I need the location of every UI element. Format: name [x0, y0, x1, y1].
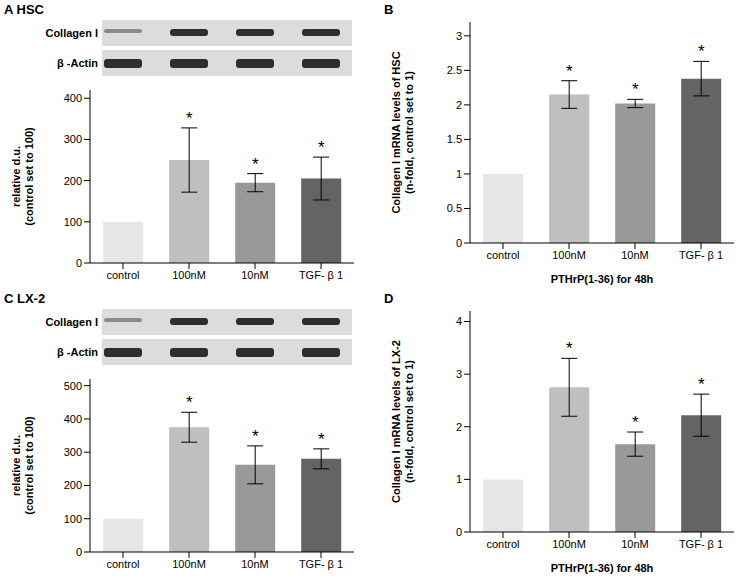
svg-text:*: * [252, 155, 259, 174]
svg-text:300: 300 [64, 133, 82, 145]
svg-text:3: 3 [456, 30, 462, 42]
svg-text:*: * [186, 393, 193, 412]
svg-text:500: 500 [64, 380, 82, 392]
svg-text:2: 2 [456, 421, 462, 433]
svg-text:10nM: 10nM [621, 538, 649, 550]
svg-text:1.5: 1.5 [447, 133, 462, 145]
svg-text:3: 3 [456, 368, 462, 380]
svg-text:Collagen I mRNA levels of HSC(: Collagen I mRNA levels of HSC(n-fold, co… [390, 51, 415, 213]
svg-text:relative d.u.(control set to 1: relative d.u.(control set to 100) [10, 416, 35, 515]
svg-text:100: 100 [64, 513, 82, 525]
svg-text:1: 1 [456, 168, 462, 180]
html-text:D: D [384, 291, 394, 306]
svg-text:TGF- β 1: TGF- β 1 [679, 538, 723, 550]
svg-text:100nM: 100nM [172, 269, 206, 281]
svg-text:*: * [318, 430, 325, 449]
svg-text:control: control [486, 249, 519, 261]
html-text:A HSC: A HSC [4, 2, 44, 17]
svg-text:100: 100 [64, 216, 82, 228]
svg-text:control: control [106, 269, 139, 281]
svg-text:control: control [486, 538, 519, 550]
svg-text:TGF- β 1: TGF- β 1 [299, 558, 343, 570]
svg-text:100nM: 100nM [552, 249, 586, 261]
html-text:B: B [384, 2, 394, 17]
svg-text:0: 0 [456, 237, 462, 249]
html-text:C LX-2: C LX-2 [4, 291, 46, 306]
svg-text:400: 400 [64, 92, 82, 104]
svg-text:PTHrP(1-36) for 48h: PTHrP(1-36) for 48h [551, 562, 654, 574]
svg-text:4: 4 [456, 315, 462, 327]
svg-text:10nM: 10nM [241, 558, 269, 570]
svg-text:*: * [698, 42, 705, 61]
svg-text:2.5: 2.5 [447, 64, 462, 76]
svg-text:100nM: 100nM [172, 558, 206, 570]
svg-text:10nM: 10nM [241, 269, 269, 281]
svg-text:relative d.u.(control set to 1: relative d.u.(control set to 100) [10, 127, 35, 226]
svg-text:*: * [252, 427, 259, 446]
svg-text:300: 300 [64, 446, 82, 458]
svg-text:*: * [632, 80, 639, 99]
svg-text:400: 400 [64, 413, 82, 425]
svg-text:*: * [566, 339, 573, 358]
svg-text:0: 0 [76, 257, 82, 269]
svg-text:TGF- β 1: TGF- β 1 [679, 249, 723, 261]
svg-text:β -Actin: β -Actin [57, 57, 98, 69]
svg-text:PTHrP(1-36) for 48h: PTHrP(1-36) for 48h [551, 273, 654, 285]
svg-text:*: * [632, 413, 639, 432]
svg-text:*: * [318, 138, 325, 157]
svg-text:control: control [106, 558, 139, 570]
svg-text:2: 2 [456, 99, 462, 111]
svg-text:*: * [698, 375, 705, 394]
svg-text:*: * [186, 109, 193, 128]
svg-text:Collagen I: Collagen I [45, 27, 98, 39]
svg-text:0: 0 [76, 546, 82, 558]
svg-text:β -Actin: β -Actin [57, 346, 98, 358]
svg-text:*: * [566, 62, 573, 81]
svg-text:100nM: 100nM [552, 538, 586, 550]
svg-text:0: 0 [456, 526, 462, 538]
svg-text:Collagen I: Collagen I [45, 316, 98, 328]
svg-text:200: 200 [64, 479, 82, 491]
svg-text:10nM: 10nM [621, 249, 649, 261]
svg-text:200: 200 [64, 175, 82, 187]
svg-text:TGF- β 1: TGF- β 1 [299, 269, 343, 281]
svg-text:1: 1 [456, 473, 462, 485]
svg-text:Collagen I mRNA levels of LX-2: Collagen I mRNA levels of LX-2(n-fold, c… [390, 340, 415, 503]
svg-text:0.5: 0.5 [447, 202, 462, 214]
